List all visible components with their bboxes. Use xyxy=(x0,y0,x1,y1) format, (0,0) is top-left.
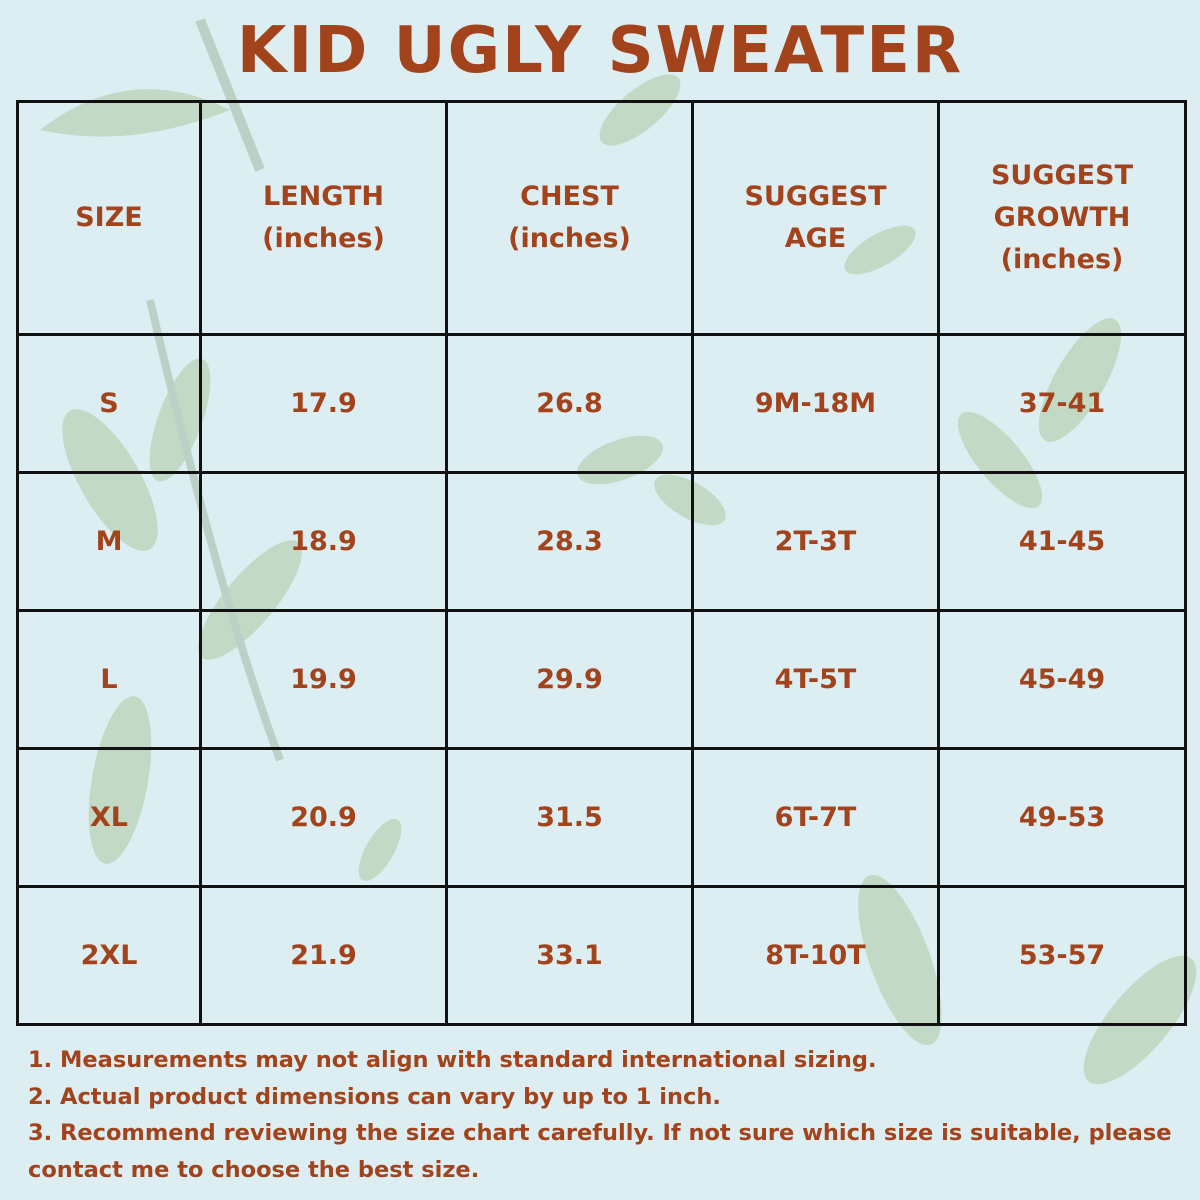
header-line: GROWTH xyxy=(993,202,1131,233)
header-suggest-growth: SUGGEST GROWTH (inches) xyxy=(937,100,1187,336)
note-item: 2. Actual product dimensions can vary by… xyxy=(28,1083,721,1110)
header-line: SUGGEST xyxy=(990,160,1133,191)
table-header-row: SIZE LENGTH (inches) CHEST (inches) SUGGES… xyxy=(16,100,1187,336)
table-row: XL 20.9 31.5 6T-7T 49-53 xyxy=(16,747,1187,888)
cell-chest: 29.9 xyxy=(445,609,694,750)
table-row: M 18.9 28.3 2T-3T 41-45 xyxy=(16,471,1187,612)
header-line: AGE xyxy=(784,223,847,254)
table-row: L 19.9 29.9 4T-5T 45-49 xyxy=(16,609,1187,750)
header-suggest-age: SUGGEST AGE xyxy=(691,100,940,336)
header-line: SIZE xyxy=(75,202,143,233)
notes: 1. Measurements may not align with stand… xyxy=(28,1042,1178,1188)
cell-growth: 49-53 xyxy=(937,747,1187,888)
cell-growth: 45-49 xyxy=(937,609,1187,750)
table-row: S 17.9 26.8 9M-18M 37-41 xyxy=(16,333,1187,474)
page-title: KID UGLY SWEATER xyxy=(236,14,964,88)
cell-growth: 37-41 xyxy=(937,333,1187,474)
cell-size: L xyxy=(16,609,202,750)
header-chest: CHEST (inches) xyxy=(445,100,694,336)
header-line: LENGTH xyxy=(263,181,384,212)
cell-age: 9M-18M xyxy=(691,333,940,474)
cell-age: 2T-3T xyxy=(691,471,940,612)
cell-length: 18.9 xyxy=(199,471,448,612)
cell-age: 8T-10T xyxy=(691,885,940,1026)
cell-size: M xyxy=(16,471,202,612)
header-size: SIZE xyxy=(16,100,202,336)
header-length: LENGTH (inches) xyxy=(199,100,448,336)
cell-growth: 41-45 xyxy=(937,471,1187,612)
cell-size: XL xyxy=(16,747,202,888)
header-line: CHEST xyxy=(520,181,619,212)
cell-size: 2XL xyxy=(16,885,202,1026)
cell-chest: 28.3 xyxy=(445,471,694,612)
cell-length: 20.9 xyxy=(199,747,448,888)
table-row: 2XL 21.9 33.1 8T-10T 53-57 xyxy=(16,885,1187,1026)
cell-chest: 26.8 xyxy=(445,333,694,474)
cell-length: 21.9 xyxy=(199,885,448,1026)
size-chart-table: SIZE LENGTH (inches) CHEST (inches) SUGGES… xyxy=(16,100,1187,1026)
note-item: 1. Measurements may not align with stand… xyxy=(28,1047,877,1073)
cell-age: 4T-5T xyxy=(691,609,940,750)
cell-size: S xyxy=(16,333,202,474)
note-item: 3. Recommend reviewing the size chart ca… xyxy=(28,1120,1180,1183)
cell-length: 17.9 xyxy=(199,333,448,474)
cell-age: 6T-7T xyxy=(691,747,940,888)
header-line: (inches) xyxy=(262,223,385,254)
header-line: (inches) xyxy=(1000,244,1124,275)
header-line: SUGGEST xyxy=(744,181,887,212)
header-line: (inches) xyxy=(508,223,631,254)
cell-chest: 33.1 xyxy=(445,885,694,1026)
cell-chest: 31.5 xyxy=(445,747,694,888)
cell-growth: 53-57 xyxy=(937,885,1187,1026)
cell-length: 19.9 xyxy=(199,609,448,750)
